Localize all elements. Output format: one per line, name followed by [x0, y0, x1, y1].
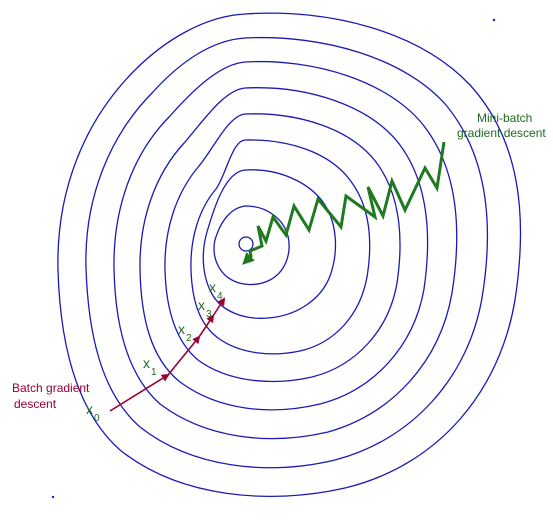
contour-line [202, 169, 337, 319]
mini-batch-label-line-1: Mini-batch [477, 111, 532, 125]
contour-lines [57, 12, 522, 498]
batch-label-line-1: Batch gradient [12, 381, 90, 395]
iterate-label-x0: x 0 [86, 401, 100, 424]
iterate-symbol: x [86, 401, 93, 417]
contour-line [190, 139, 371, 355]
batch-step-arrow [212, 297, 226, 317]
contour-line [113, 60, 458, 440]
batch-step-arrow [109, 373, 170, 412]
contour-line [164, 113, 401, 383]
iterate-subscript: 0 [94, 413, 100, 424]
stray-dot [492, 18, 496, 22]
iterate-labels: x 0 x 1 x 2 x 3 x 4 [86, 279, 223, 424]
iterate-label-x4: x 4 [209, 279, 223, 302]
stray-dots [51, 18, 496, 499]
batch-step-arrow [198, 314, 215, 338]
stray-dot [51, 495, 55, 499]
contour-line [85, 36, 489, 469]
iterate-label-x1: x 1 [143, 355, 157, 378]
iterate-subscript: 2 [186, 333, 192, 344]
iterate-label-x3: x 3 [198, 297, 212, 320]
batch-gradient-descent-path [109, 297, 226, 412]
batch-step-arrow [167, 335, 201, 376]
contour-line [57, 12, 522, 498]
mini-batch-gradient-descent-label: Mini-batch gradient descent [457, 111, 546, 140]
iterate-subscript: 3 [206, 309, 212, 320]
iterate-subscript: 1 [151, 367, 157, 378]
batch-label-line-2: descent [14, 397, 57, 411]
mini-batch-gradient-descent-path [242, 141, 446, 265]
minimum-marker [238, 236, 254, 252]
iterate-symbol: x [209, 279, 216, 295]
mini-batch-label-line-2: gradient descent [457, 126, 546, 140]
batch-gradient-descent-label: Batch gradient descent [12, 381, 90, 411]
contour-line [213, 205, 290, 286]
iterate-symbol: x [143, 355, 150, 371]
iterate-subscript: 4 [217, 291, 223, 302]
contour-line [139, 87, 429, 411]
iterate-symbol: x [178, 321, 185, 337]
iterate-label-x2: x 2 [178, 321, 192, 344]
iterate-symbol: x [198, 297, 205, 313]
